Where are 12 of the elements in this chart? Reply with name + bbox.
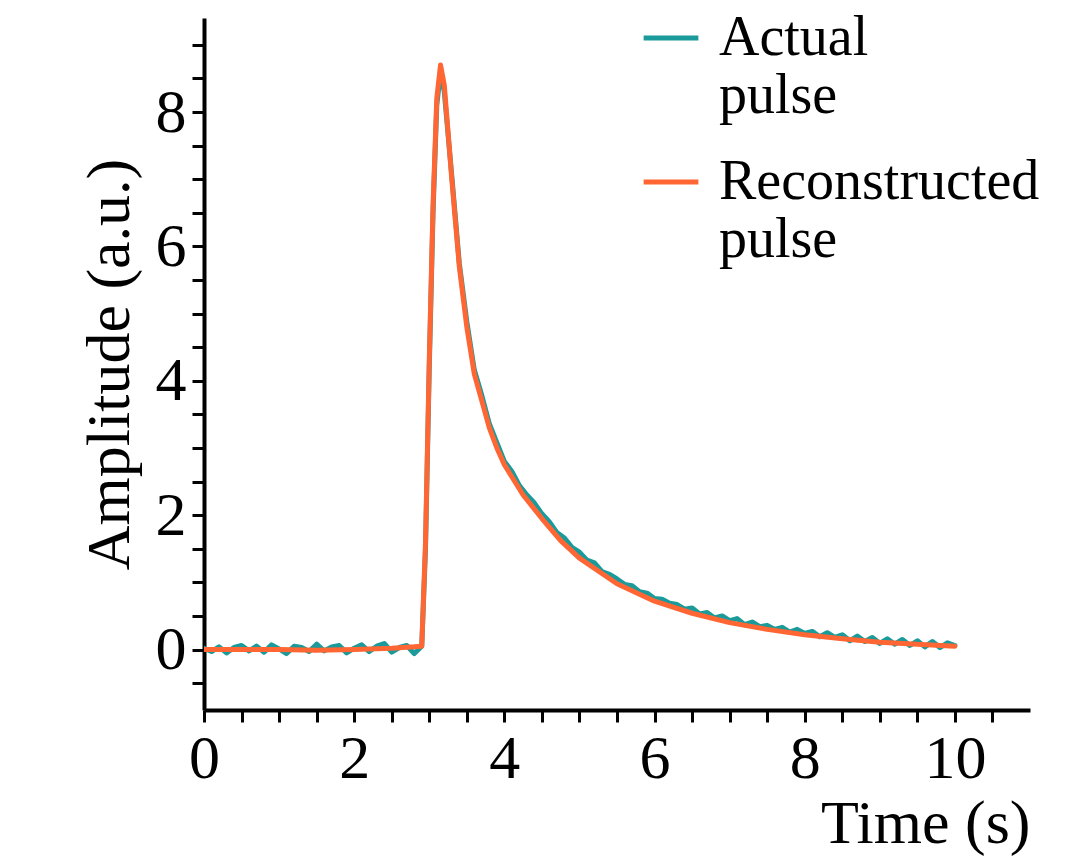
y-axis-title: Amplitude (a.u.): [73, 158, 143, 571]
y-tick-label: 2: [155, 479, 187, 548]
y-tick-label: 0: [155, 614, 187, 683]
y-tick-label: 6: [155, 210, 187, 279]
y-tick-label: 8: [155, 76, 187, 145]
y-tick-label: 4: [155, 345, 187, 414]
legend-label: Actual pulse: [719, 5, 869, 125]
x-tick-label: 8: [789, 722, 821, 791]
x-tick-label: 2: [339, 722, 371, 791]
x-tick-label: 6: [639, 722, 671, 791]
legend-label: Reconstructed pulse: [719, 149, 1040, 269]
x-tick-label: 4: [489, 722, 521, 791]
